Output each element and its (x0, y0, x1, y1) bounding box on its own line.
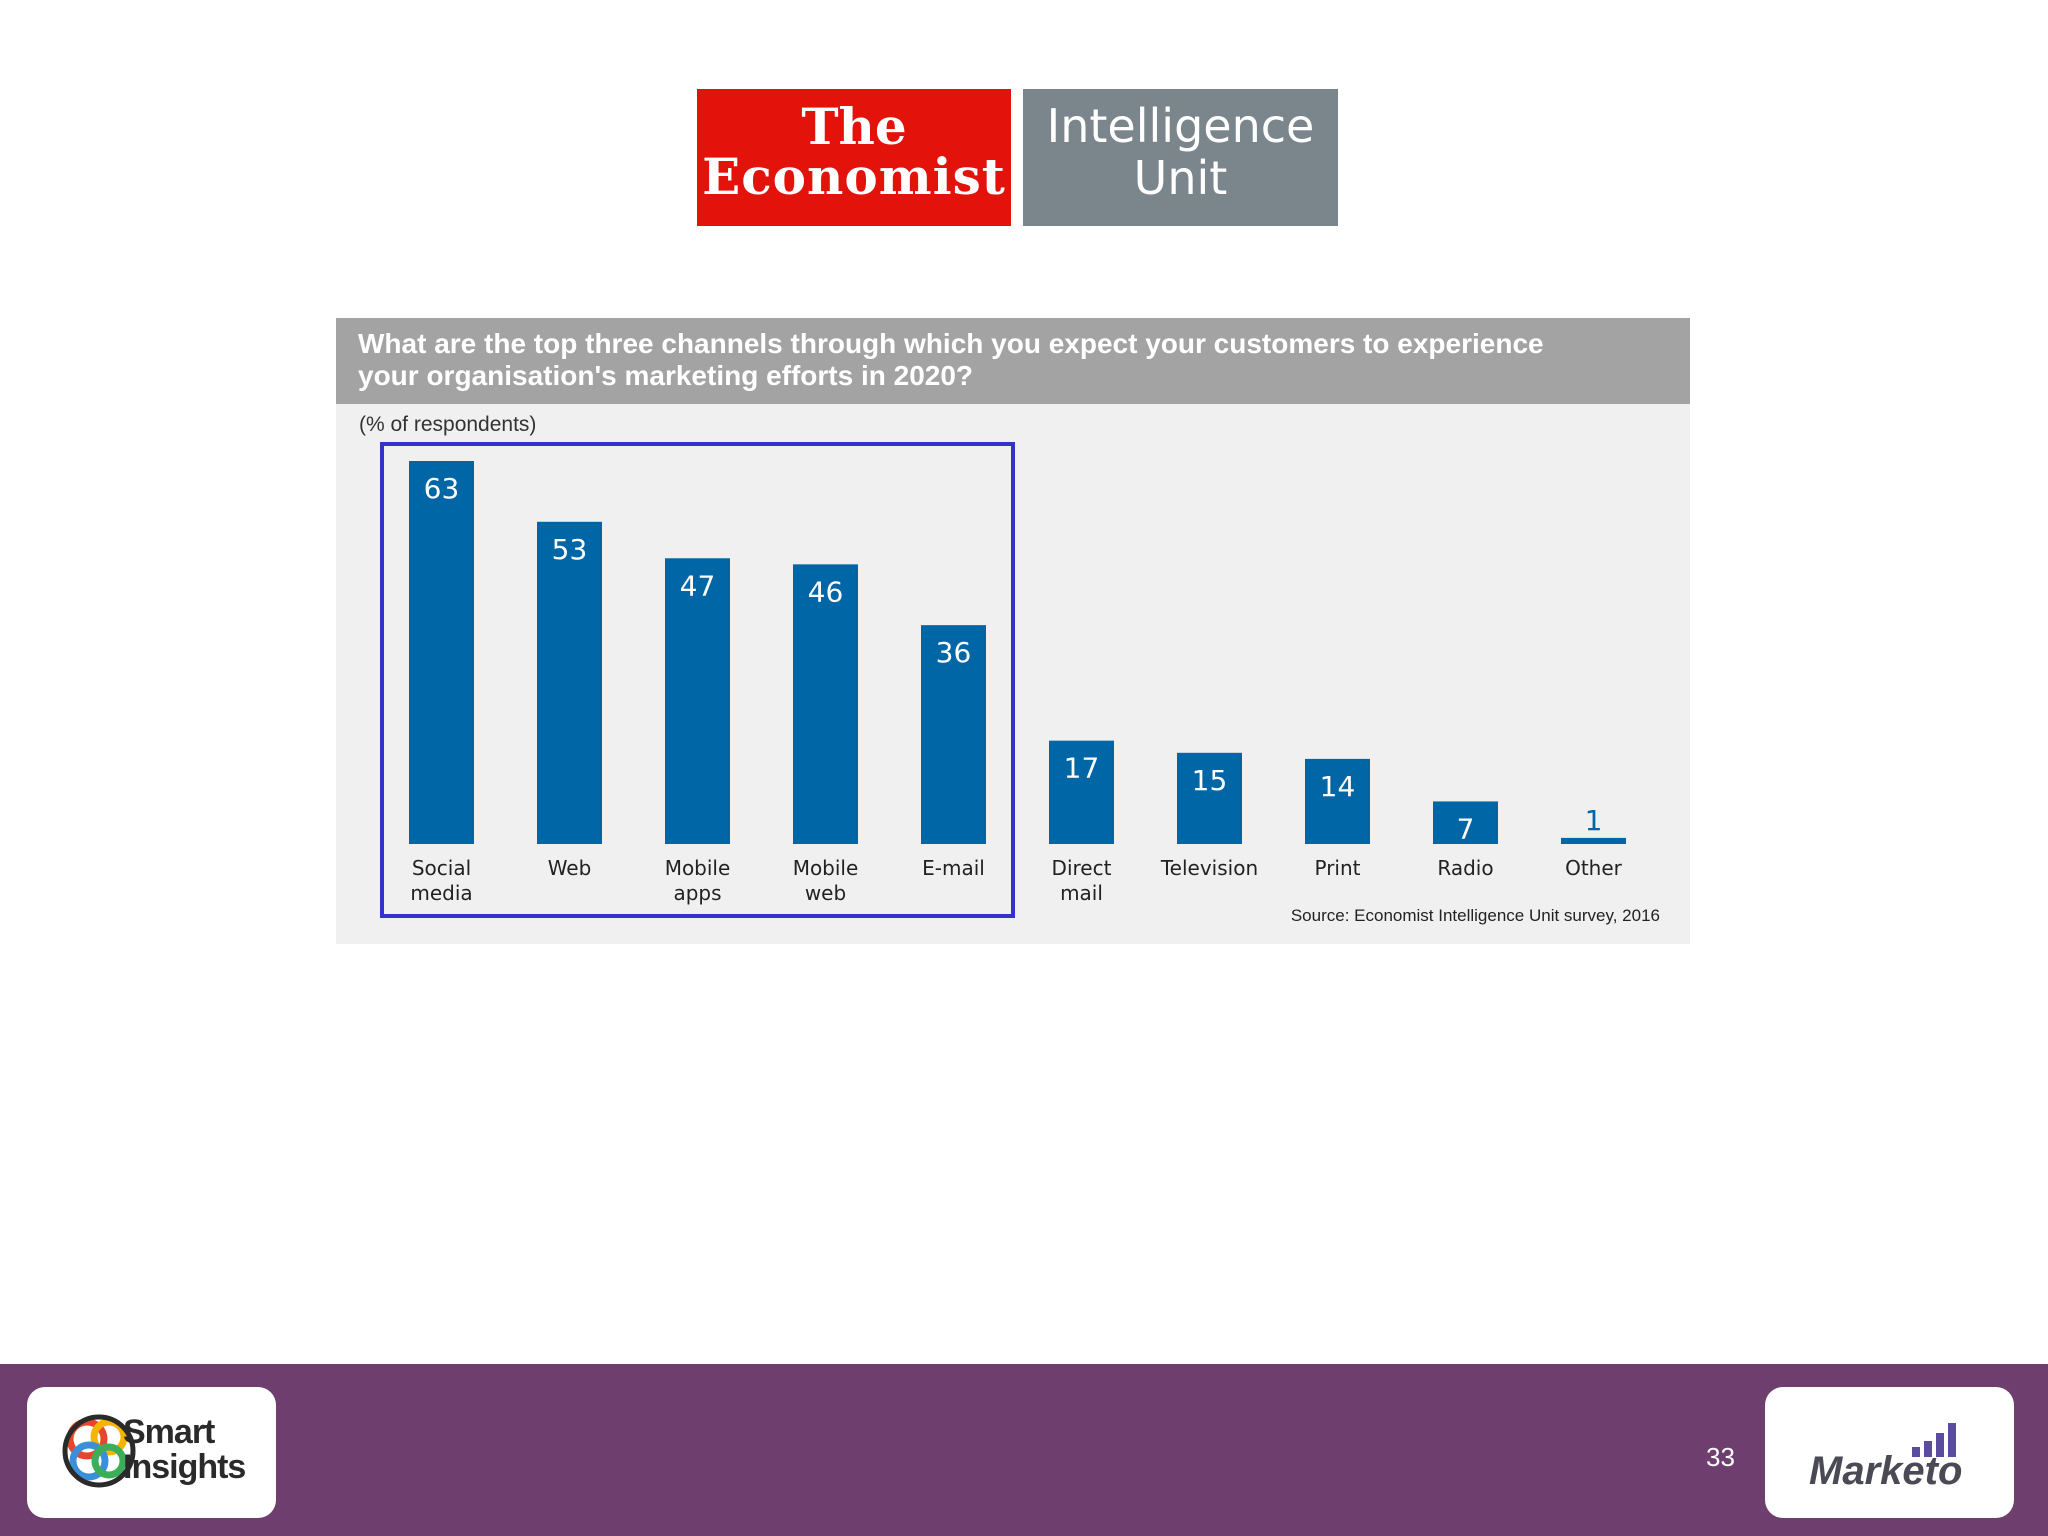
category-label: web (805, 881, 846, 905)
bar-value-label: 7 (1457, 812, 1475, 845)
bar-web (537, 521, 602, 844)
category-label: Direct (1052, 856, 1112, 880)
category-label: mail (1060, 881, 1103, 905)
bar-value-label: 47 (680, 569, 716, 602)
category-label: Social (412, 856, 471, 880)
bar-other (1561, 837, 1626, 844)
category-label: apps (673, 881, 721, 905)
category-label: Web (548, 856, 592, 880)
bar-radio (1433, 801, 1498, 844)
bar-mobile-web (793, 564, 858, 844)
smart-insights-line-2: Insights (123, 1448, 246, 1486)
smart-insights-logo: Smart Insights (27, 1387, 276, 1518)
chart-title-line-2: your organisation's marketing efforts in… (358, 360, 974, 391)
top-channels-highlight-box (380, 442, 1015, 918)
bar-chart: 63Socialmedia53Web47Mobileapps46Mobilewe… (380, 442, 1626, 918)
marketo-logo: Marketo (1765, 1387, 2014, 1518)
bar-direct-mail (1049, 740, 1114, 844)
bar-value-label: 46 (808, 575, 844, 608)
bar-television (1177, 752, 1242, 844)
bar-value-label: 63 (424, 472, 460, 505)
logo-text-intelligence: Intelligence (1046, 99, 1315, 153)
chart-panel: What are the top three channels through … (336, 318, 1690, 944)
bar-value-label: 36 (936, 636, 972, 669)
intelligence-unit-block: Intelligence Unit (1023, 89, 1338, 226)
category-label: E-mail (922, 856, 985, 880)
bar-print (1305, 758, 1370, 844)
chart-source: Source: Economist Intelligence Unit surv… (1290, 906, 1660, 925)
smart-insights-icon (62, 1414, 136, 1488)
economist-intelligence-unit-logo: The Economist Intelligence Unit (697, 89, 1338, 226)
marketo-bars-icon (1912, 1423, 1956, 1457)
bar-value-label: 17 (1064, 752, 1100, 785)
chart-title-line-1: What are the top three channels through … (358, 328, 1544, 359)
smart-insights-line-1: Smart (123, 1413, 215, 1451)
bar-social-media (409, 461, 474, 844)
category-label: Other (1565, 856, 1623, 880)
logo-text-the: The (801, 97, 907, 156)
marketo-wordmark: Marketo (1809, 1449, 1963, 1493)
logo-text-unit: Unit (1133, 151, 1228, 205)
category-label: media (410, 881, 472, 905)
bar-e-mail (921, 625, 986, 844)
chart-title: What are the top three channels through … (336, 318, 1690, 404)
bar-value-label: 15 (1192, 764, 1228, 797)
chart-unit-label: (% of respondents) (359, 413, 537, 436)
category-label: Mobile (665, 856, 731, 880)
category-label: Print (1314, 856, 1360, 880)
page-number: 33 (1706, 1442, 1735, 1472)
logo-text-economist: Economist (702, 147, 1006, 206)
bar-value-label: 1 (1585, 804, 1603, 837)
the-economist-block: The Economist (697, 89, 1011, 226)
category-label: Television (1160, 856, 1258, 880)
bar-mobile-apps (665, 558, 730, 844)
bar-value-label: 53 (552, 533, 588, 566)
category-label: Mobile (793, 856, 859, 880)
smart-insights-wordmark: Smart Insights (123, 1413, 246, 1486)
footer-bar: Smart Insights Marketo (0, 1364, 2048, 1536)
category-label: Radio (1437, 856, 1493, 880)
bar-value-label: 14 (1320, 770, 1356, 803)
